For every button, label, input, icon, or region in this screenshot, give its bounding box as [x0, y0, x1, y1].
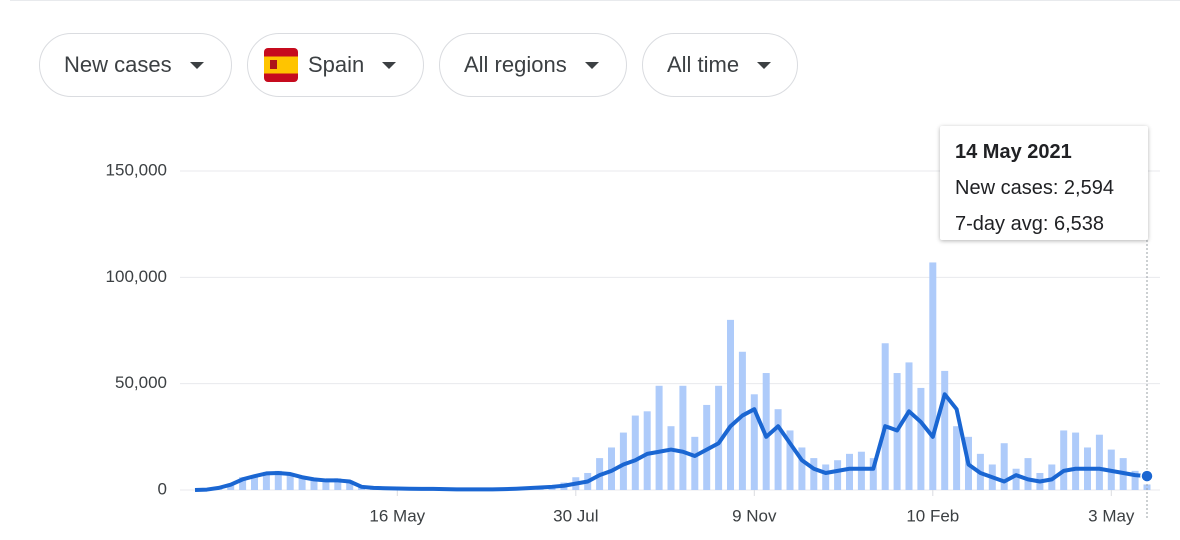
- y-tick-label: 150,000: [106, 160, 167, 179]
- bar: [631, 415, 639, 490]
- bar: [786, 430, 794, 490]
- bar: [274, 470, 282, 490]
- dropdown-label: New cases: [64, 52, 172, 77]
- bar: [834, 460, 842, 490]
- caret: [189, 61, 204, 69]
- bar: [715, 385, 723, 490]
- bar: [298, 476, 306, 490]
- bar: [762, 373, 770, 490]
- bar: [857, 451, 865, 490]
- tooltip-title: 14 May 2021: [955, 141, 1072, 163]
- bar: [798, 447, 806, 490]
- bar: [262, 471, 270, 490]
- bar: [1060, 430, 1068, 490]
- bar: [1012, 468, 1020, 490]
- bar: [691, 436, 699, 490]
- bar: [1095, 434, 1103, 490]
- hover-dot: [1140, 469, 1154, 483]
- bar: [846, 453, 853, 490]
- bar: [655, 385, 663, 490]
- bar: [929, 262, 937, 490]
- bar: [810, 458, 818, 490]
- bar: [822, 464, 830, 490]
- bar: [1143, 484, 1151, 490]
- bar: [286, 475, 294, 490]
- dropdown-label: Spain: [308, 52, 365, 77]
- caret: [584, 61, 599, 69]
- bar: [667, 426, 675, 490]
- bar: [917, 387, 925, 490]
- bar: [953, 426, 961, 490]
- bar: [346, 480, 354, 490]
- caret: [757, 61, 772, 69]
- bar: [905, 362, 913, 490]
- bar: [738, 351, 746, 490]
- bar: [1131, 470, 1139, 490]
- location-dropdown[interactable]: Spain: [247, 33, 424, 97]
- bar: [869, 458, 877, 490]
- y-tick-label: 50,000: [115, 373, 167, 392]
- x-tick-label: 3 May: [1088, 506, 1135, 525]
- bar: [881, 343, 889, 490]
- dropdown-label: All regions: [464, 52, 567, 77]
- x-tick-label: 9 Nov: [732, 506, 777, 525]
- bar: [310, 479, 318, 490]
- bar: [251, 475, 258, 490]
- bar: [239, 477, 247, 490]
- bar: [727, 319, 734, 490]
- y-tick-label: 0: [158, 479, 167, 498]
- bar: [322, 481, 330, 490]
- tooltip-line: 7-day avg: 6,538: [955, 213, 1104, 235]
- bar: [619, 432, 627, 490]
- bar: [679, 385, 687, 490]
- divider: [10, 0, 1180, 1]
- bar: [227, 483, 235, 490]
- bar: [750, 394, 758, 490]
- x-tick-label: 10 Feb: [906, 506, 959, 525]
- tooltip-line: New cases: 2,594: [955, 177, 1114, 199]
- x-tick-label: 30 Jul: [553, 506, 598, 525]
- bar: [1024, 458, 1032, 490]
- flag-icon: [264, 48, 298, 82]
- bar: [774, 409, 782, 490]
- region-dropdown[interactable]: All regions: [439, 33, 627, 97]
- dropdown-label: All time: [667, 52, 740, 77]
- tooltip: 14 May 2021 New cases: 2,594 7-day avg: …: [940, 126, 1148, 240]
- bar: [941, 370, 949, 490]
- bar: [1000, 443, 1008, 490]
- metric-dropdown[interactable]: New cases: [39, 33, 232, 97]
- bar: [1072, 432, 1080, 490]
- period-dropdown[interactable]: All time: [642, 33, 798, 97]
- bar: [643, 411, 651, 490]
- x-tick-label: 16 May: [369, 506, 425, 525]
- caret: [382, 61, 397, 69]
- avg-line: [194, 392, 1148, 492]
- y-tick-label: 100,000: [106, 267, 167, 286]
- bar: [334, 478, 342, 490]
